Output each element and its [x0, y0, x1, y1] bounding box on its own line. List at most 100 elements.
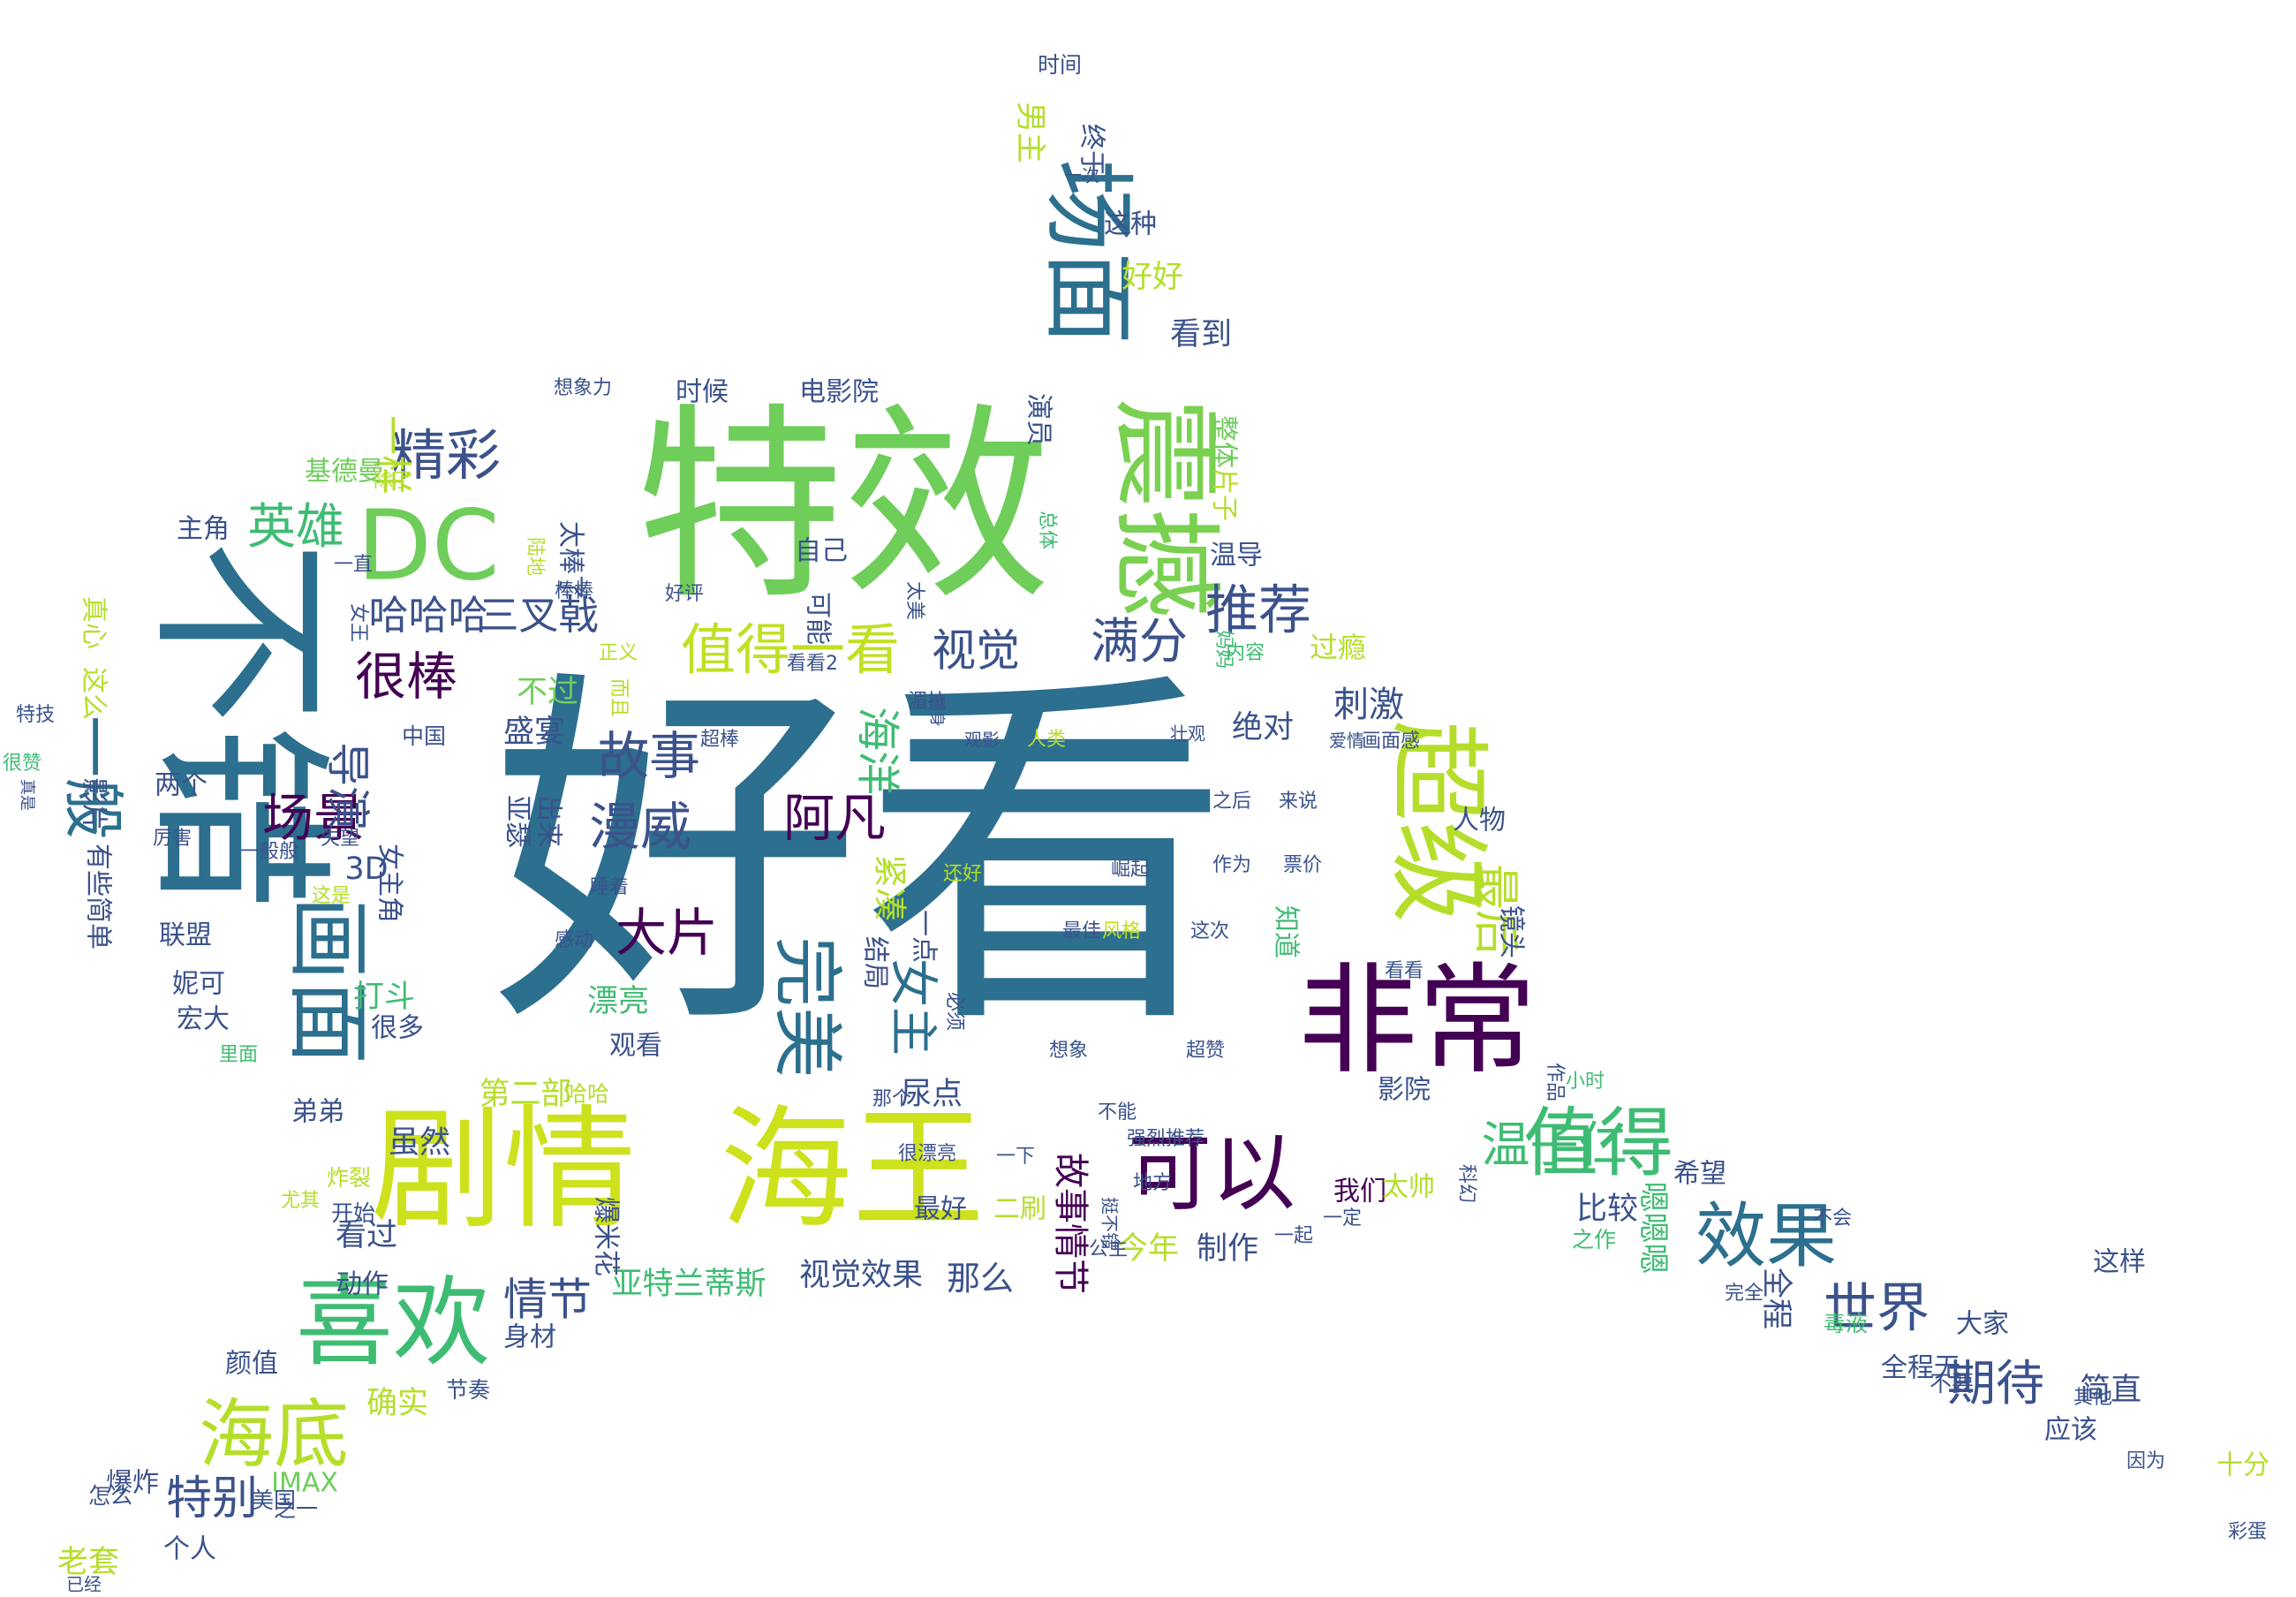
cloud-word: 票价 — [1283, 854, 1322, 876]
cloud-word: 尿点 — [901, 1077, 963, 1112]
cloud-word: 妈妈 — [1212, 630, 1235, 669]
cloud-word: 身材 — [503, 1322, 556, 1353]
cloud-word: 片子 — [1209, 468, 1240, 521]
cloud-word: 漫威 — [589, 797, 691, 857]
cloud-word: 海洋 — [852, 707, 903, 795]
cloud-word: 时候 — [676, 377, 729, 408]
cloud-word: 太美 — [903, 581, 925, 620]
cloud-word: 观看 — [609, 1031, 662, 1062]
cloud-word: 怎么 — [88, 1483, 132, 1509]
cloud-word: 简直 — [2080, 1373, 2141, 1408]
cloud-word: DC — [357, 488, 500, 602]
cloud-word: 场面 — [1034, 159, 1142, 344]
cloud-word: 想象力 — [554, 377, 612, 399]
cloud-word: 美国 — [252, 1487, 296, 1513]
cloud-word: 不会 — [1813, 1207, 1852, 1230]
cloud-word: 画面感 — [1362, 730, 1420, 753]
cloud-word: 还好 — [943, 863, 982, 885]
cloud-word: 世界 — [1824, 1278, 1930, 1340]
cloud-word: 英雄 — [247, 498, 344, 555]
cloud-word: 女主 — [885, 958, 941, 1056]
cloud-word: 终于 — [1076, 124, 1107, 177]
cloud-word: 结局 — [860, 936, 891, 989]
cloud-word: 宏大 — [177, 1004, 230, 1035]
cloud-word: 内容 — [1226, 642, 1265, 664]
cloud-word: 值得一看 — [681, 617, 900, 682]
cloud-word: 想象 — [1049, 1040, 1088, 1062]
cloud-word: 影院 — [1378, 1075, 1431, 1106]
cloud-word: 这样 — [2093, 1247, 2146, 1278]
cloud-word: 情节 — [503, 1275, 592, 1326]
cloud-word: 精彩 — [391, 423, 501, 488]
cloud-word: 动作 — [336, 1269, 389, 1300]
cloud-word: 看看 — [1385, 960, 1424, 982]
cloud-word: 特效 — [636, 386, 1051, 627]
cloud-word: 看过 — [336, 1218, 397, 1253]
cloud-word: 很多 — [371, 1013, 424, 1044]
cloud-word: 三叉戟 — [479, 592, 598, 639]
cloud-word: 必须 — [943, 992, 965, 1031]
cloud-word: 人类 — [1027, 729, 1066, 751]
cloud-word: 超赞 — [1186, 1040, 1225, 1062]
cloud-word: 漂亮 — [587, 984, 649, 1019]
cloud-word: 特技 — [16, 704, 55, 726]
cloud-word: 好好 — [1122, 260, 1183, 295]
cloud-word: 阿凡 — [783, 788, 886, 848]
cloud-word: 强烈推荐 — [1127, 1128, 1205, 1150]
cloud-word: 作品 — [1544, 1063, 1566, 1101]
cloud-word: 过瘾 — [1310, 631, 1366, 664]
cloud-word: 之作 — [1572, 1227, 1616, 1253]
cloud-word: 电影院 — [799, 377, 879, 408]
cloud-word: 全程 — [1758, 1268, 1794, 1329]
cloud-word: 太帅 — [1382, 1172, 1435, 1203]
cloud-word: 时间 — [1038, 52, 1082, 78]
cloud-word: 这种 — [1104, 209, 1157, 240]
cloud-word: 可能 — [803, 592, 834, 645]
cloud-word: 翻身 — [927, 695, 946, 727]
cloud-word: 失望 — [321, 828, 359, 850]
cloud-word: 科幻 — [1455, 1164, 1477, 1203]
cloud-word: 公主 — [1089, 1238, 1128, 1260]
cloud-word: 基德曼 — [305, 457, 384, 488]
cloud-word: 温导 — [1210, 541, 1263, 571]
cloud-word: 总体 — [1036, 511, 1058, 549]
cloud-word: 好看 — [490, 641, 1232, 1073]
cloud-word: 超级 — [1378, 720, 1496, 923]
cloud-word: 特别 — [166, 1472, 258, 1525]
cloud-word: 场景 — [262, 788, 365, 848]
cloud-word: 睡着 — [590, 876, 629, 898]
cloud-word: 陆地 — [524, 537, 546, 576]
cloud-word: 女王 — [347, 603, 369, 642]
cloud-word: 一起 — [1274, 1225, 1313, 1247]
cloud-word: 很漂亮 — [898, 1143, 956, 1165]
cloud-word: 厉害 — [153, 828, 192, 850]
cloud-word: 这次 — [1190, 920, 1229, 942]
cloud-word: 最后 — [1469, 864, 1522, 956]
cloud-word: 紧凑 — [871, 854, 910, 921]
cloud-word: 可以 — [1128, 1125, 1295, 1222]
cloud-word: 最好 — [914, 1194, 967, 1225]
cloud-word: 之一 — [274, 1496, 318, 1522]
cloud-word: 绝对 — [1232, 710, 1294, 746]
cloud-word: 确实 — [366, 1386, 428, 1421]
cloud-word: 正义 — [599, 642, 638, 664]
cloud-word: 期待 — [1947, 1355, 2044, 1412]
cloud-word: 非常 — [1298, 951, 1537, 1090]
cloud-word: 作为 — [1212, 854, 1251, 876]
cloud-word: 女主角 — [374, 844, 405, 923]
cloud-word: 希望 — [1673, 1159, 1726, 1190]
cloud-word: 真心 — [79, 596, 110, 649]
cloud-word: 里面 — [219, 1044, 258, 1066]
cloud-word: 出来 — [533, 795, 564, 848]
cloud-word: 盛宴 — [503, 715, 565, 750]
cloud-word: 虽然 — [389, 1125, 450, 1161]
cloud-word: 那个 — [872, 1088, 911, 1110]
cloud-word: 制作 — [1197, 1231, 1258, 1267]
cloud-word: 导演 — [322, 742, 374, 830]
cloud-word: 我们 — [1333, 1177, 1386, 1207]
cloud-word: 整体 — [1209, 415, 1240, 468]
cloud-word: 很赞 — [3, 753, 42, 775]
cloud-word: 温子仁 — [1481, 1116, 1627, 1173]
cloud-word: 真是 — [18, 779, 36, 811]
